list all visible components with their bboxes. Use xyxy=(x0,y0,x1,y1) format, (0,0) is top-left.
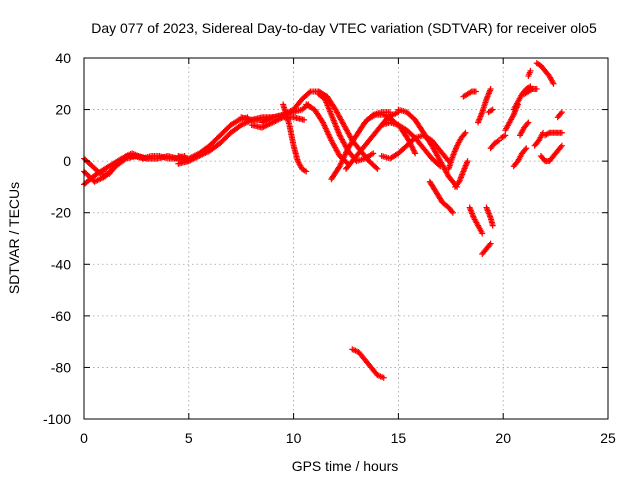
data-point xyxy=(487,240,494,247)
data-point xyxy=(448,208,455,215)
data-point xyxy=(502,132,509,139)
series-arc-10 xyxy=(280,101,310,175)
y-tick-label: 40 xyxy=(55,50,71,66)
data-point xyxy=(488,107,495,114)
series-arc-20 xyxy=(426,178,456,216)
data-point xyxy=(487,85,494,92)
data-point xyxy=(412,150,419,157)
data-point xyxy=(522,146,529,153)
series-arc-38 xyxy=(533,60,557,87)
data-point xyxy=(370,112,377,119)
data-point xyxy=(96,169,103,176)
series-arc-19 xyxy=(378,132,452,165)
series-arc-22 xyxy=(451,158,471,190)
data-point xyxy=(524,120,531,127)
series-arc-41 xyxy=(554,109,565,121)
data-point xyxy=(370,150,377,157)
data-point xyxy=(449,209,456,216)
series-arc-28 xyxy=(485,106,496,116)
data-point xyxy=(558,129,565,136)
data-point xyxy=(527,67,534,74)
data-points xyxy=(81,60,565,381)
series-arc-9 xyxy=(248,114,308,131)
series-arc-27 xyxy=(483,204,496,229)
plot-frame xyxy=(83,57,609,420)
data-point xyxy=(479,230,486,237)
data-point xyxy=(550,80,557,87)
y-tick-label: -100 xyxy=(43,411,71,427)
y-tick-label: -80 xyxy=(51,359,71,375)
data-point xyxy=(533,85,540,92)
series-arc-29 xyxy=(487,137,503,152)
data-point xyxy=(374,165,381,172)
series-arc-25 xyxy=(475,85,494,126)
y-axis-label: SDTVAR / TECUs xyxy=(6,182,22,294)
data-point xyxy=(500,133,507,140)
data-point xyxy=(301,116,308,123)
data-point xyxy=(557,110,564,117)
series-arc-23 xyxy=(460,88,479,100)
series-arc-26 xyxy=(479,240,494,257)
data-point xyxy=(461,131,468,138)
data-point xyxy=(121,156,128,163)
data-point xyxy=(489,222,496,229)
series-arc-42 xyxy=(349,346,387,381)
series-arc-34 xyxy=(516,119,532,139)
data-point xyxy=(544,130,551,137)
data-point xyxy=(462,129,469,136)
data-point xyxy=(467,89,474,96)
series-arc-36 xyxy=(525,67,534,80)
data-point xyxy=(301,167,308,174)
x-axis-label: GPS time / hours xyxy=(292,458,399,474)
series-arc-39 xyxy=(537,142,565,165)
data-point xyxy=(464,158,471,165)
data-point xyxy=(525,119,532,126)
data-point xyxy=(558,142,565,149)
x-tick-label: 15 xyxy=(391,430,407,446)
x-tick-label: 10 xyxy=(286,430,302,446)
series-arc-24 xyxy=(466,204,486,237)
x-tick-label: 0 xyxy=(80,430,88,446)
y-tick-label: 0 xyxy=(63,153,71,169)
series-arc-21 xyxy=(445,129,469,172)
data-point xyxy=(523,145,530,152)
series-arc-40 xyxy=(542,129,565,139)
chart-title: Day 077 of 2023, Sidereal Day-to-day VTE… xyxy=(91,20,597,36)
data-point xyxy=(494,138,501,145)
data-point xyxy=(557,143,564,150)
series-arc-32 xyxy=(510,145,530,170)
y-tick-label: -40 xyxy=(51,256,71,272)
series-arc-37 xyxy=(531,129,547,149)
y-tick-label: -60 xyxy=(51,308,71,324)
data-point xyxy=(373,164,380,171)
data-point xyxy=(380,374,387,381)
tick-layer: 0 5 10 15 20 25 -100 -80 -60 -40 -20 0 20 40 xyxy=(43,50,616,446)
x-tick-label: 20 xyxy=(495,430,511,446)
series-arc-30 xyxy=(498,132,509,141)
data-point xyxy=(489,106,496,113)
data-point xyxy=(306,89,313,96)
data-point xyxy=(303,168,310,175)
data-point xyxy=(368,151,375,158)
data-point xyxy=(558,109,565,116)
data-point xyxy=(472,88,479,95)
y-tick-label: 20 xyxy=(55,102,71,118)
data-point xyxy=(528,86,535,93)
data-point xyxy=(444,156,451,163)
series-arc-35 xyxy=(521,85,540,98)
grid-layer xyxy=(84,58,608,419)
y-tick-label: -20 xyxy=(51,205,71,221)
data-point xyxy=(486,241,493,248)
data-point xyxy=(234,117,241,124)
x-tick-label: 5 xyxy=(185,430,193,446)
x-tick-label: 25 xyxy=(600,430,616,446)
